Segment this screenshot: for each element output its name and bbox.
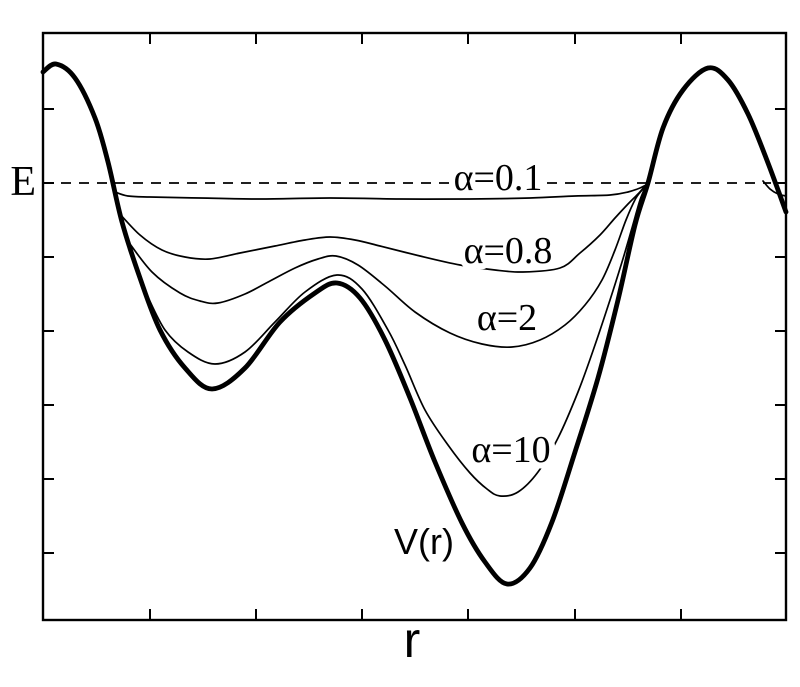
curve-effective-tail <box>762 180 787 197</box>
curve-α=10 <box>146 185 647 497</box>
curve-α=0.8 <box>118 186 645 273</box>
curve-α=0.1 <box>114 184 647 200</box>
potential-curve-label: V(r) <box>394 521 454 562</box>
plot-frame <box>41 31 788 622</box>
x-axis-label: r <box>404 612 421 668</box>
alpha-0-8-label: α=0.8 <box>464 230 553 272</box>
curve-V(r) <box>40 61 789 587</box>
curve-α=2 <box>126 187 645 349</box>
plot-dynamic-layer <box>40 31 789 622</box>
alpha-10-label: α=10 <box>471 429 550 471</box>
energy-level-label: E <box>10 159 36 205</box>
alpha-2-label: α=2 <box>477 297 537 339</box>
alpha-0-1-label: α=0.1 <box>454 157 543 199</box>
